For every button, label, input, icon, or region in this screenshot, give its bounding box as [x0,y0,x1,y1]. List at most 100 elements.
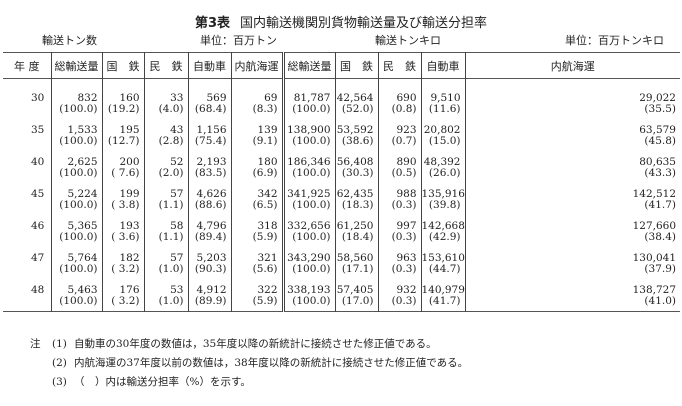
value-cell: 832 (100.0) [50,78,102,125]
value: 195 [119,124,140,136]
value-cell: 341,925 (100.0) [281,189,335,221]
column-header: 自動車 [420,52,465,79]
share-percent: (42.9) [428,231,461,243]
note-num: (2) [52,357,67,369]
value-cell: 138,727 (41.0) [464,285,680,312]
value: 343,290 [287,252,331,264]
share-percent: (100.0) [59,135,98,147]
subtitle-tonkm: 輸送トンキロ [375,34,441,47]
share-percent: (4.0) [158,103,184,115]
value-cell: 57,405 (17.0) [334,285,378,312]
value-cell: 61,250 (18.4) [334,221,378,253]
column-header: 国 鉄 [101,52,144,79]
value: 176 [119,284,140,296]
share-percent: (30.3) [341,167,374,179]
subtitle-tons: 輸送トン数 [42,34,97,47]
value-cell: 5,365 (100.0) [50,221,102,253]
share-percent: (90.3) [194,263,227,275]
value: 182 [119,252,140,264]
unit-tons: 単位：百万トン [200,34,277,47]
note-num: (1) [52,338,67,350]
value: 138,900 [287,124,331,136]
value: 318 [257,220,278,232]
header-row: 年 度総輸送量国 鉄民 鉄自動車 内航海運 総輸送量国 鉄民 鉄自動車 内航海運 [3,52,680,79]
value: 42,564 [336,92,374,104]
table-caption: 国内輸送機関別貨物輸送量及び輸送分担率 [240,16,488,31]
share-percent: ( 3.8) [111,199,140,211]
value: 342 [257,188,278,200]
note-1: 注 (1) 自動車の30年度の数値は，35年度以降の新統計に接続させた修正値である。 [30,335,468,354]
table-number: 第3表 [194,16,231,31]
value: 160 [119,92,140,104]
share-percent: (26.0) [428,167,461,179]
value: 142,668 [421,220,465,232]
note-text: （ ）内は輸送分担率（%）を示す。 [74,376,251,388]
value: 890 [396,156,417,168]
share-percent: (1.1) [158,231,184,243]
column-header: 年 度 [14,59,40,73]
value: 81,787 [293,92,331,104]
share-percent: (15.0) [428,135,461,147]
value-cell: 63,579 (45.8) [464,125,680,157]
value: 69 [264,92,278,104]
share-percent: (68.4) [194,103,227,115]
share-percent: (38.6) [341,135,374,147]
value-cell: 57 (1.0) [143,253,188,285]
share-percent: (75.4) [194,135,227,147]
table-row: 45 5,224 (100.0) 199( 3.8) 57 (1.1) 4,626 (88.6… [3,189,680,221]
share-percent: ( 3.6) [111,231,140,243]
share-percent: (100.0) [59,295,98,307]
value: 130,041 [632,252,676,264]
value-cell: 690 (0.8) [377,78,421,125]
year-cell: 45 [31,188,45,200]
value: 186,346 [287,156,331,168]
share-percent: (19.2) [107,103,140,115]
value-cell: 963 (0.3) [377,252,421,285]
share-percent: (1.1) [158,199,184,211]
value: 321 [257,252,278,264]
share-percent: (41.7) [428,295,461,307]
value-cell: 33 (4.0) [143,78,188,125]
value-cell: 318 (5.9) [230,220,283,253]
value-cell: 342 (6.5) [230,188,283,221]
share-percent: ( 7.6) [111,167,140,179]
value-cell: 160 (19.2) [101,78,144,125]
value: 127,660 [632,220,676,232]
share-percent: (100.0) [292,199,331,211]
share-percent: (2.8) [158,135,184,147]
value: 5,203 [196,252,227,264]
value: 9,510 [430,92,461,104]
value: 932 [396,284,417,296]
share-percent: (100.0) [59,167,98,179]
column-header: 内航海運 [464,52,680,79]
year-cell: 46 [31,220,45,232]
share-percent: (0.8) [391,103,417,115]
note-2: (2) 内航海運の37年度以前の数値は，38年度以降の新統計に接続させた修正値であ… [30,354,468,373]
value-cell: 343,290 (100.0) [281,252,335,285]
share-percent: (1.0) [158,295,184,307]
value-cell: 4,626 (88.6) [187,189,231,221]
share-percent: (18.3) [341,199,374,211]
value-cell: 176( 3.2) [101,284,144,312]
value: 58,560 [336,252,374,264]
value: 53,592 [336,124,374,136]
table-row: 40 2,625 (100.0) 200( 7.6) 52 (2.0) 2,193 (83.5… [3,157,680,189]
value: 140,979 [421,284,465,296]
freight-table: 年 度総輸送量国 鉄民 鉄自動車 内航海運 総輸送量国 鉄民 鉄自動車 内航海運 30… [3,52,680,312]
value: 338,193 [287,284,331,296]
share-percent: (6.9) [252,167,278,179]
value: 48,392 [423,156,461,168]
value-cell: 5,463 (100.0) [50,285,102,312]
share-percent: (100.0) [59,263,98,275]
share-percent: (41.0) [644,295,676,307]
value: 193 [119,220,140,232]
column-header: 国 鉄 [334,52,378,79]
value: 142,512 [632,188,676,200]
value-cell: 48,392 (26.0) [420,156,465,189]
value-cell: 140,979 (41.7) [420,284,465,312]
value: 322 [257,284,278,296]
share-percent: (17.1) [341,263,374,275]
value: 963 [396,252,417,264]
value: 2,625 [67,156,98,168]
year-cell: 47 [31,252,45,264]
